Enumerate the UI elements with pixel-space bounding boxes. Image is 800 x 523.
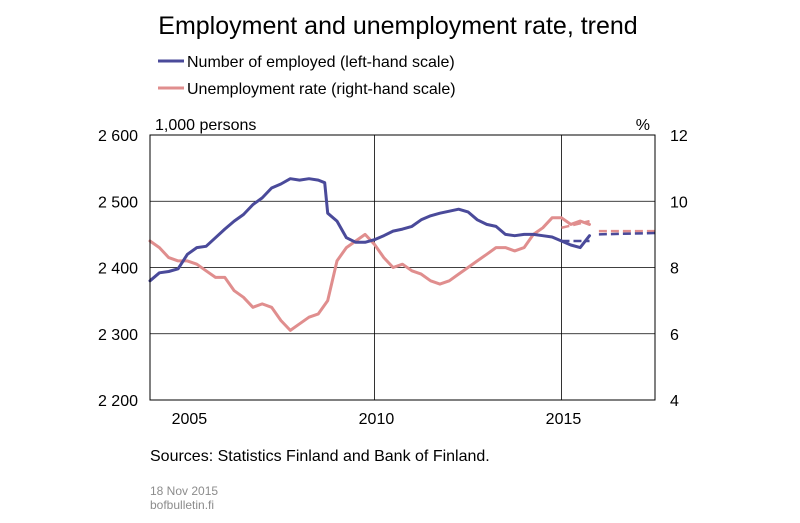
left-axis-unit: 1,000 persons: [155, 117, 256, 134]
right-tick-label: 10: [670, 194, 688, 211]
x-axis-ticks: 2005 2010 2015: [172, 411, 582, 428]
left-tick-label: 2 500: [98, 194, 138, 211]
legend-label-unemployment: Unemployment rate (right-hand scale): [187, 81, 456, 98]
right-axis-unit: %: [636, 117, 650, 134]
plot-frame: [149, 134, 656, 401]
source-note: Sources: Statistics Finland and Bank of …: [150, 448, 490, 465]
footer-date: 18 Nov 2015: [150, 484, 218, 498]
right-tick-label: 4: [670, 393, 679, 410]
footer-site: bofbulletin.fi: [150, 498, 214, 512]
legend-label-employed: Number of employed (left-hand scale): [187, 54, 455, 71]
left-tick-label: 2 600: [98, 128, 138, 145]
chart-title: Employment and unemployment rate, trend: [158, 12, 637, 40]
left-axis-ticks: 2 200 2 300 2 400 2 500 2 600: [98, 128, 138, 410]
left-tick-label: 2 400: [98, 261, 138, 278]
gridlines: [150, 135, 655, 400]
forecast-line-employed: [598, 231, 656, 236]
left-tick-label: 2 300: [98, 327, 138, 344]
legend: Number of employed (left-hand scale) Une…: [158, 54, 456, 98]
series-line-unemployment: [148, 216, 591, 332]
plot-lines: [148, 177, 656, 332]
series-line-employed: [148, 177, 591, 283]
x-tick-label: 2005: [172, 411, 208, 428]
x-tick-label: 2010: [359, 411, 395, 428]
left-tick-label: 2 200: [98, 393, 138, 410]
right-tick-label: 8: [670, 261, 679, 278]
right-axis-ticks: 4 6 8 10 12: [670, 128, 688, 410]
x-tick-label: 2015: [546, 411, 582, 428]
right-tick-label: 6: [670, 327, 679, 344]
right-tick-label: 12: [670, 128, 688, 145]
forecast-line-unemployment: [561, 219, 590, 229]
